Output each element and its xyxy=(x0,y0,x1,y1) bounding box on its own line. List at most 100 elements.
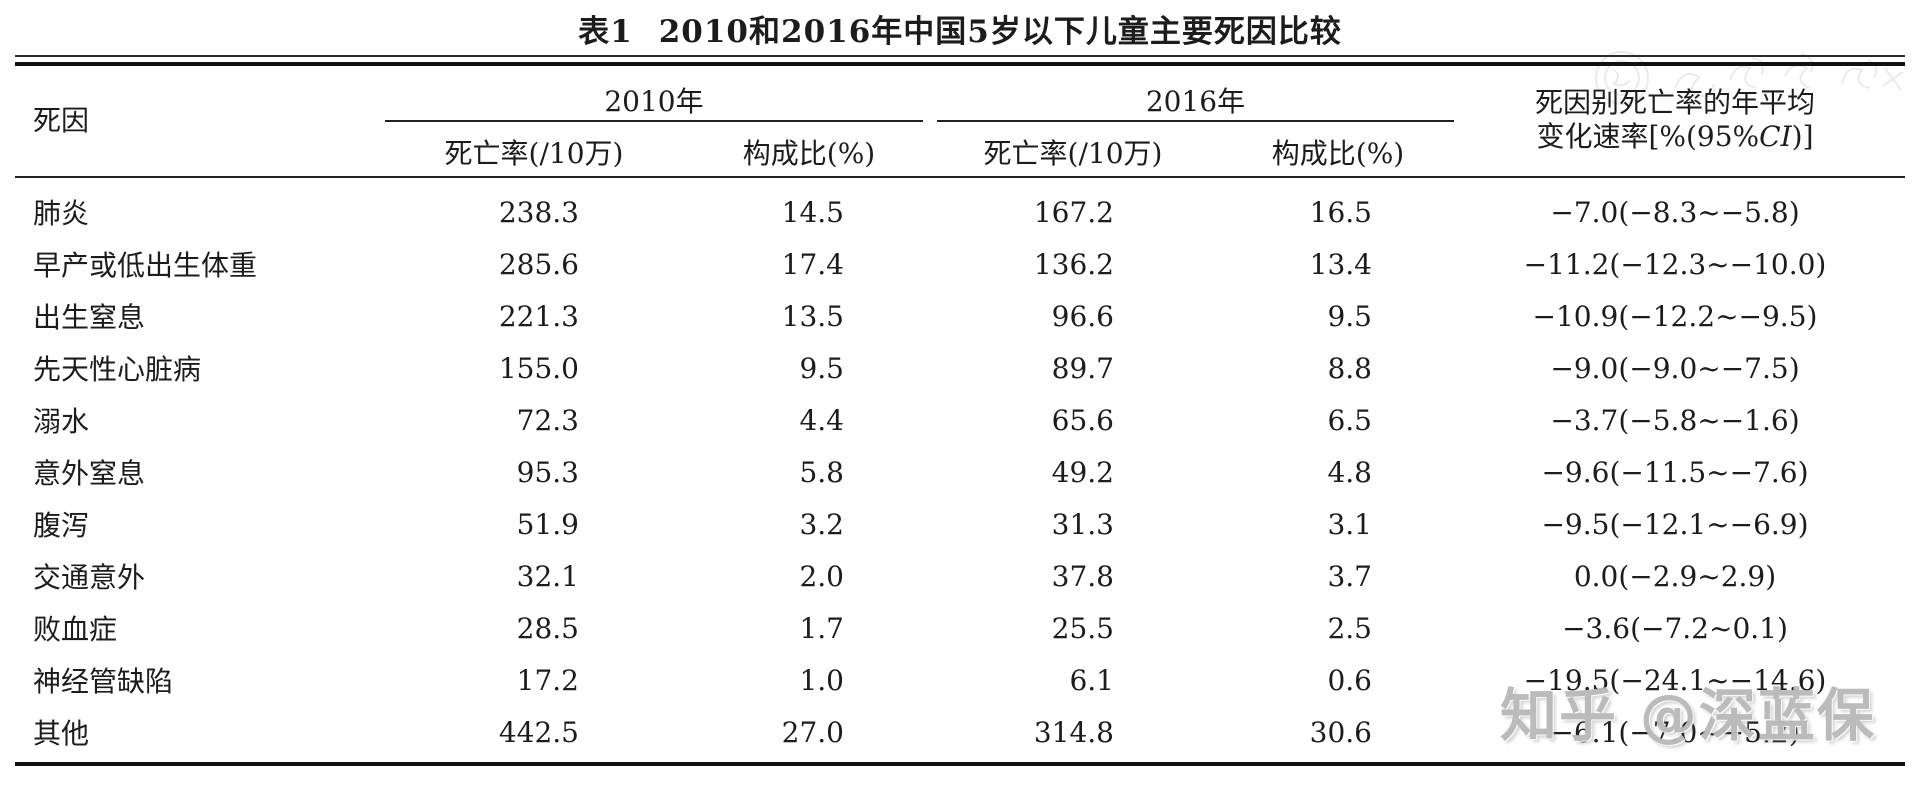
cell-mortality-2016: 96.6 xyxy=(1051,299,1114,333)
group-2016-underline xyxy=(937,120,1454,122)
cell-cause: 早产或低出生体重 xyxy=(33,249,258,282)
header-proportion-2016: 构成比(%) xyxy=(1271,137,1405,170)
header-group-2010: 2010年 xyxy=(604,85,704,118)
cell-mortality-2016: 37.8 xyxy=(1051,559,1114,593)
table-row: 意外窒息 95.3 5.8 49.2 4.8 −9.6(−11.5~−7.6) xyxy=(15,446,1905,498)
cell-proportion-2016: 3.1 xyxy=(1327,507,1372,541)
table-row: 早产或低出生体重 285.6 17.4 136.2 13.4 −11.2(−12… xyxy=(15,238,1905,290)
table-body: 肺炎 238.3 14.5 167.2 16.5 −7.0(−8.3~−5.8)… xyxy=(15,178,1905,758)
cell-proportion-2010: 4.4 xyxy=(799,403,844,437)
table-title: 表1 2010和2016年中国5岁以下儿童主要死因比较 xyxy=(0,6,1920,51)
cell-proportion-2010: 3.2 xyxy=(799,507,844,541)
cell-rate-change: −19.5(−24.1~−14.6) xyxy=(1523,663,1827,697)
faint-seal-watermark xyxy=(1595,51,1904,105)
cell-mortality-2010: 72.3 xyxy=(516,403,579,437)
cell-proportion-2016: 4.8 xyxy=(1327,455,1372,489)
cell-proportion-2010: 17.4 xyxy=(781,247,844,281)
header-mortality-2010: 死亡率(/10万) xyxy=(444,137,624,170)
cell-mortality-2016: 89.7 xyxy=(1051,351,1114,385)
cell-mortality-2010: 221.3 xyxy=(498,299,579,333)
cell-rate-change: −9.5(−12.1~−6.9) xyxy=(1541,507,1809,541)
cell-proportion-2016: 3.7 xyxy=(1327,559,1372,593)
cell-proportion-2016: 13.4 xyxy=(1309,247,1372,281)
cell-mortality-2010: 51.9 xyxy=(516,507,579,541)
cell-proportion-2016: 30.6 xyxy=(1309,715,1372,749)
table-header: 死因 2010年 2016年 死亡率(/10万) 构成比(%) 死亡率(/10万… xyxy=(15,66,1905,176)
header-proportion-2010: 构成比(%) xyxy=(742,137,876,170)
table-row: 神经管缺陷 17.2 1.0 6.1 0.6 −19.5(−24.1~−14.6… xyxy=(15,654,1905,706)
cell-proportion-2010: 1.7 xyxy=(799,611,844,645)
cell-proportion-2010: 1.0 xyxy=(799,663,844,697)
group-2010-underline xyxy=(385,120,923,122)
cell-cause: 其他 xyxy=(33,717,90,750)
cell-cause: 交通意外 xyxy=(33,561,146,594)
header-bottom-rule xyxy=(15,176,1905,178)
cell-mortality-2016: 31.3 xyxy=(1051,507,1114,541)
cell-cause: 先天性心脏病 xyxy=(33,353,202,386)
table-row: 出生窒息 221.3 13.5 96.6 9.5 −10.9(−12.2~−9.… xyxy=(15,290,1905,342)
table-row: 肺炎 238.3 14.5 167.2 16.5 −7.0(−8.3~−5.8) xyxy=(15,186,1905,238)
cell-mortality-2016: 65.6 xyxy=(1051,403,1114,437)
cell-cause: 意外窒息 xyxy=(33,457,146,490)
cell-cause: 出生窒息 xyxy=(33,301,146,334)
table-row: 溺水 72.3 4.4 65.6 6.5 −3.7(−5.8~−1.6) xyxy=(15,394,1905,446)
cell-rate-change: −10.9(−12.2~−9.5) xyxy=(1532,299,1818,333)
table-row: 其他 442.5 27.0 314.8 30.6 −6.1(−7.0~−5.2) xyxy=(15,706,1905,758)
table-bottom-rule xyxy=(15,762,1905,766)
cell-proportion-2010: 5.8 xyxy=(799,455,844,489)
cell-proportion-2016: 16.5 xyxy=(1309,195,1372,229)
header-rate-line2: 变化速率[%(95%CI)] xyxy=(1536,120,1814,153)
cell-proportion-2016: 9.5 xyxy=(1327,299,1372,333)
cell-mortality-2016: 25.5 xyxy=(1051,611,1114,645)
table-row: 先天性心脏病 155.0 9.5 89.7 8.8 −9.0(−9.0~−7.5… xyxy=(15,342,1905,394)
cell-mortality-2016: 136.2 xyxy=(1033,247,1114,281)
cell-proportion-2016: 8.8 xyxy=(1327,351,1372,385)
cell-rate-change: 0.0(−2.9~2.9) xyxy=(1573,559,1777,593)
cell-cause: 溺水 xyxy=(33,405,90,438)
cell-mortality-2010: 238.3 xyxy=(498,195,579,229)
table-number: 表1 xyxy=(578,14,633,50)
cell-proportion-2010: 9.5 xyxy=(799,351,844,385)
cell-proportion-2016: 6.5 xyxy=(1327,403,1372,437)
table-caption: 2010和2016年中国5岁以下儿童主要死因比较 xyxy=(658,14,1342,50)
table-top-rule-thin xyxy=(15,55,1905,57)
cell-rate-change: −11.2(−12.3~−10.0) xyxy=(1523,247,1827,281)
cell-rate-change: −9.6(−11.5~−7.6) xyxy=(1541,455,1809,489)
header-mortality-2016: 死亡率(/10万) xyxy=(983,137,1163,170)
cell-mortality-2010: 285.6 xyxy=(498,247,579,281)
cell-rate-change: −3.6(−7.2~0.1) xyxy=(1562,611,1788,645)
table-row: 败血症 28.5 1.7 25.5 2.5 −3.6(−7.2~0.1) xyxy=(15,602,1905,654)
cell-proportion-2010: 27.0 xyxy=(781,715,844,749)
cell-mortality-2016: 314.8 xyxy=(1033,715,1114,749)
cell-mortality-2016: 6.1 xyxy=(1069,663,1114,697)
cell-mortality-2016: 49.2 xyxy=(1051,455,1114,489)
cell-mortality-2010: 95.3 xyxy=(516,455,579,489)
cell-cause: 腹泻 xyxy=(33,509,90,542)
header-rate-change: 死因别死亡率的年平均 变化速率[%(95%CI)] xyxy=(1445,86,1905,154)
cell-proportion-2010: 13.5 xyxy=(781,299,844,333)
table-row: 腹泻 51.9 3.2 31.3 3.1 −9.5(−12.1~−6.9) xyxy=(15,498,1905,550)
zhihu-watermark: 知乎 @深蓝保 xyxy=(1500,683,1876,749)
cell-mortality-2010: 17.2 xyxy=(516,663,579,697)
header-rate-line1: 死因别死亡率的年平均 xyxy=(1534,86,1815,119)
cell-mortality-2010: 442.5 xyxy=(498,715,579,749)
header-cause: 死因 xyxy=(33,104,90,137)
cell-cause: 肺炎 xyxy=(33,197,90,230)
data-table: 死因 2010年 2016年 死亡率(/10万) 构成比(%) 死亡率(/10万… xyxy=(15,55,1905,766)
cell-rate-change: −9.0(−9.0~−7.5) xyxy=(1550,351,1800,385)
cell-rate-change: −6.1(−7.0~−5.2) xyxy=(1550,715,1800,749)
cell-rate-change: −7.0(−8.3~−5.8) xyxy=(1550,195,1800,229)
table-row: 交通意外 32.1 2.0 37.8 3.7 0.0(−2.9~2.9) xyxy=(15,550,1905,602)
cell-proportion-2016: 2.5 xyxy=(1327,611,1372,645)
cell-proportion-2016: 0.6 xyxy=(1327,663,1372,697)
cell-cause: 败血症 xyxy=(33,613,118,646)
cell-proportion-2010: 14.5 xyxy=(781,195,844,229)
cell-mortality-2010: 155.0 xyxy=(498,351,579,385)
cell-mortality-2010: 28.5 xyxy=(516,611,579,645)
table-top-rule-thick xyxy=(15,62,1905,66)
cell-rate-change: −3.7(−5.8~−1.6) xyxy=(1550,403,1800,437)
cell-cause: 神经管缺陷 xyxy=(33,665,174,698)
cell-proportion-2010: 2.0 xyxy=(799,559,844,593)
header-group-2016: 2016年 xyxy=(1145,85,1246,118)
